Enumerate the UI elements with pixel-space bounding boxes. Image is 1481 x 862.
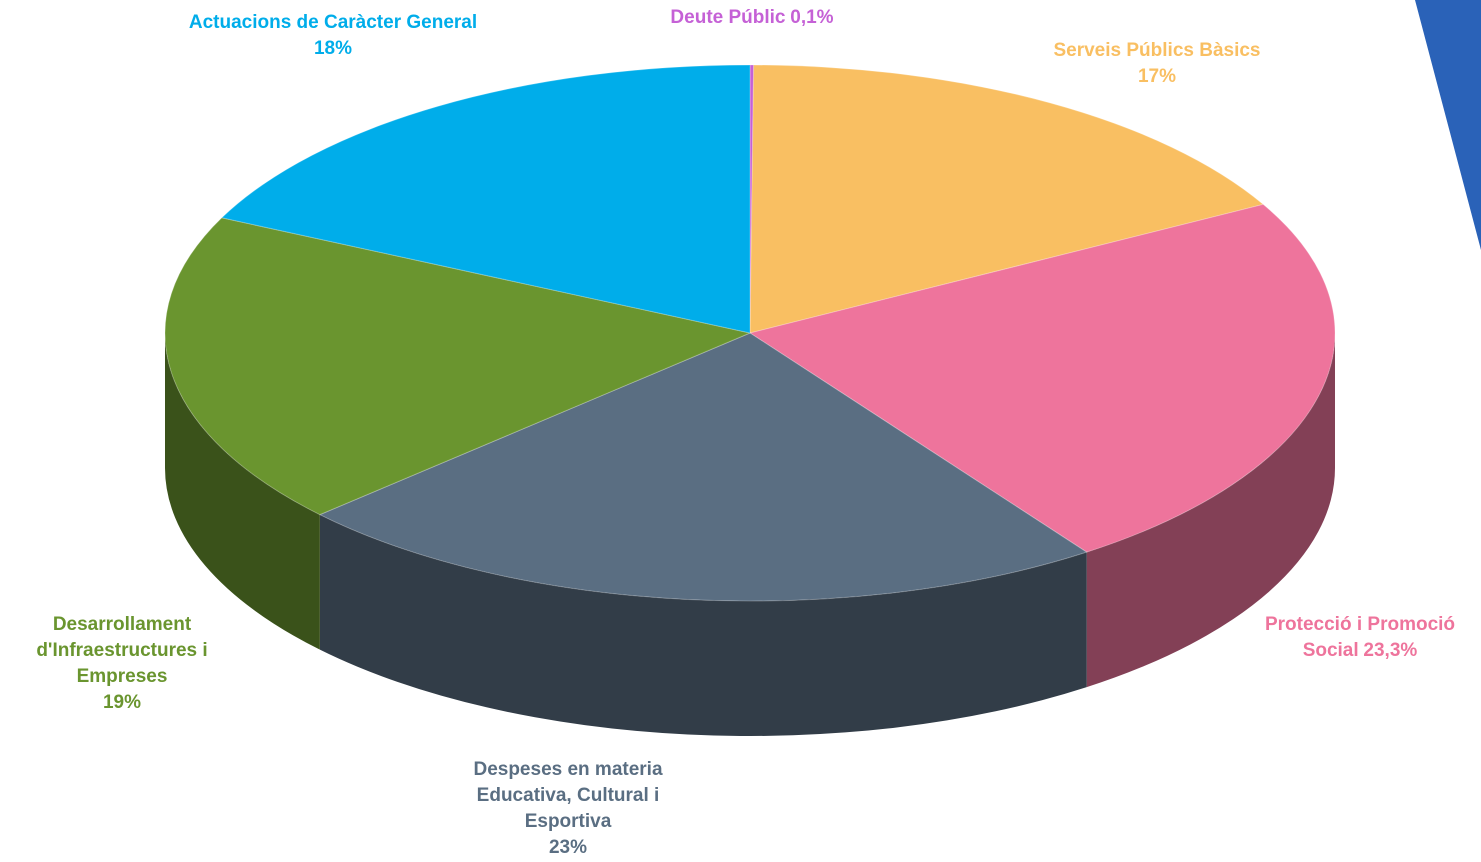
slice — [749, 64, 1265, 334]
category-label: Despeses en materia Educativa, Cultural … — [473, 759, 663, 832]
slice — [164, 217, 752, 516]
slice-side — [319, 514, 1087, 736]
category-label: Protecció i Promoció Social — [1264, 614, 1456, 661]
data-label: Protecció i Promoció Social 23,3% — [1238, 612, 1481, 664]
decor-stripe — [1415, 0, 1481, 250]
category-label: Actuacions de Caràcter General — [188, 12, 478, 33]
data-label: Desarrollament d'Infraestructures i Empr… — [12, 612, 232, 716]
data-label: Despeses en materia Educativa, Cultural … — [438, 757, 698, 861]
data-label: Serveis Públics Bàsics 17% — [1007, 38, 1307, 90]
slice — [318, 332, 1088, 602]
category-label: Deute Públic — [670, 7, 786, 28]
slice — [748, 203, 1336, 553]
value-label: 23,3% — [1363, 640, 1418, 661]
slice-side — [165, 333, 320, 650]
value-label: 19% — [102, 692, 142, 713]
value-label: 23% — [548, 837, 588, 858]
slice — [749, 64, 755, 334]
category-label: Serveis Públics Bàsics — [1053, 40, 1261, 61]
slice-side — [1086, 333, 1335, 688]
data-label: Actuacions de Caràcter General 18% — [188, 10, 478, 62]
category-label: Desarrollament d'Infraestructures i Empr… — [36, 614, 208, 687]
value-label: 17% — [1137, 66, 1177, 87]
value-label: 18% — [313, 38, 353, 59]
data-label: Deute Públic 0,1% — [602, 5, 902, 31]
value-label: 0,1% — [790, 7, 834, 28]
slice — [220, 64, 751, 334]
